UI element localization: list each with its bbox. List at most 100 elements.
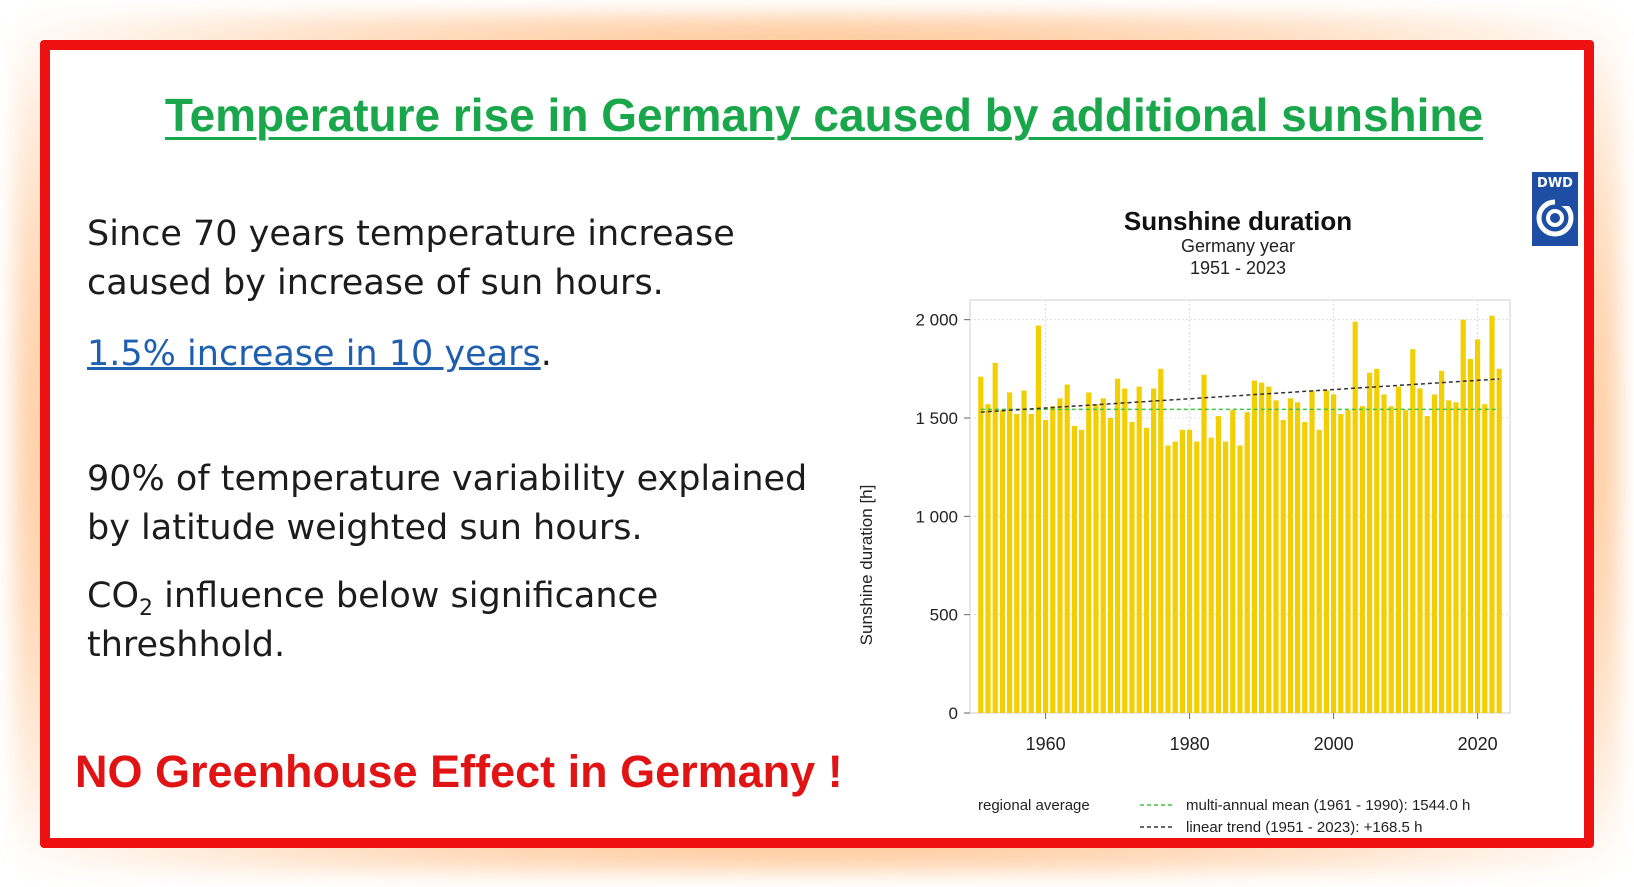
bar [1453,402,1459,713]
increase-link[interactable]: 1.5% increase in 10 years [87,334,541,374]
bar [1338,414,1344,713]
co2-statement: CO2 influence below significance threshh… [87,572,847,670]
bar [1064,384,1070,713]
bar [1323,390,1329,713]
x-tick-label: 1980 [1170,734,1210,754]
chart-subtitle: Germany year [1181,236,1295,256]
conclusion-text: NO Greenhouse Effect in Germany ! [75,746,843,797]
bar [985,404,991,713]
bar [1287,398,1293,713]
bar [1482,404,1488,713]
bar [1417,388,1423,713]
bar [1187,429,1193,713]
bar [1050,406,1056,713]
bar [1014,414,1020,713]
chart-title: Sunshine duration [1124,206,1352,236]
bar [1230,410,1236,713]
bar [1266,386,1272,713]
bar [1273,400,1279,713]
bar [1093,404,1099,713]
y-tick-label: 1 500 [915,409,958,428]
bar [1424,416,1430,713]
bar [1071,425,1077,713]
y-tick-label: 0 [949,704,958,723]
chart-period: 1951 - 2023 [1190,258,1286,278]
bar [1194,441,1200,713]
bar [1251,380,1257,713]
legend-series-label: regional average [978,797,1090,814]
bar [1244,412,1250,713]
bar [1172,441,1178,713]
bar [992,362,998,713]
bar [1043,419,1049,713]
bar [1280,419,1286,713]
bar [1086,392,1092,713]
bar [1316,429,1322,713]
bar [1359,406,1365,713]
trend-line [980,378,1500,413]
bar [1367,372,1373,713]
bar [1467,359,1473,713]
bar [1410,349,1416,713]
bar [1460,319,1466,713]
bar [1122,388,1128,713]
bar [1158,368,1164,713]
bar [1201,374,1207,713]
x-tick-label: 2020 [1458,734,1498,754]
bar [1302,421,1308,713]
bar [1331,394,1337,713]
slide-title: Temperature rise in Germany caused by ad… [164,89,1484,141]
bar [1237,445,1243,713]
bar [1129,421,1135,713]
y-tick-label: 1 000 [915,507,958,526]
bar [1151,388,1157,713]
increase-period: . [540,334,552,374]
bar [1352,321,1358,713]
bar [1345,410,1351,713]
bar [1179,429,1185,713]
bar [1079,429,1085,713]
dwd-swirl-icon [1536,198,1574,237]
bar [1381,394,1387,713]
x-tick-label: 1960 [1026,734,1066,754]
bar [1100,398,1106,713]
bar [1309,390,1315,713]
bar [1395,386,1401,713]
bar [1021,390,1027,713]
co2-rest: influence below significance threshhold. [87,576,659,665]
bar [1446,400,1452,713]
y-tick-label: 500 [930,606,958,625]
bar [1489,315,1495,713]
bar [1143,427,1149,713]
dwd-logo-label: DWD [1537,176,1573,191]
bar [1403,410,1409,713]
bar [1107,418,1113,713]
bar [1007,392,1013,713]
increase-statement: 1.5% increase in 10 years. [87,330,552,379]
bar [1431,394,1437,713]
bar [1035,325,1041,713]
bar [1115,378,1121,713]
x-tick-label: 2000 [1314,734,1354,754]
bar [1374,368,1380,713]
y-tick-label: 2 000 [915,311,958,330]
y-axis-label: Sunshine duration [h] [857,485,876,646]
bar [999,410,1005,713]
bar [1439,370,1445,713]
bar [1388,406,1394,713]
bar [1136,386,1142,713]
co2-text: CO [87,576,139,616]
bar [1028,414,1034,713]
slide-frame: Temperature rise in Germany caused by ad… [40,40,1594,848]
bar [1496,368,1502,713]
legend-mean-label: multi-annual mean (1961 - 1990): 1544.0 … [1186,797,1470,814]
bar [1259,382,1265,713]
bar [1295,402,1301,713]
dwd-logo: DWD [1532,172,1578,246]
bar [1057,398,1063,713]
bar [1223,441,1229,713]
variability-statement: 90% of temperature variability explained… [87,459,808,548]
co2-subscript: 2 [139,596,153,621]
bar [1208,437,1214,713]
sunshine-chart: Sunshine duration Germany year 1951 - 20… [857,206,1511,836]
